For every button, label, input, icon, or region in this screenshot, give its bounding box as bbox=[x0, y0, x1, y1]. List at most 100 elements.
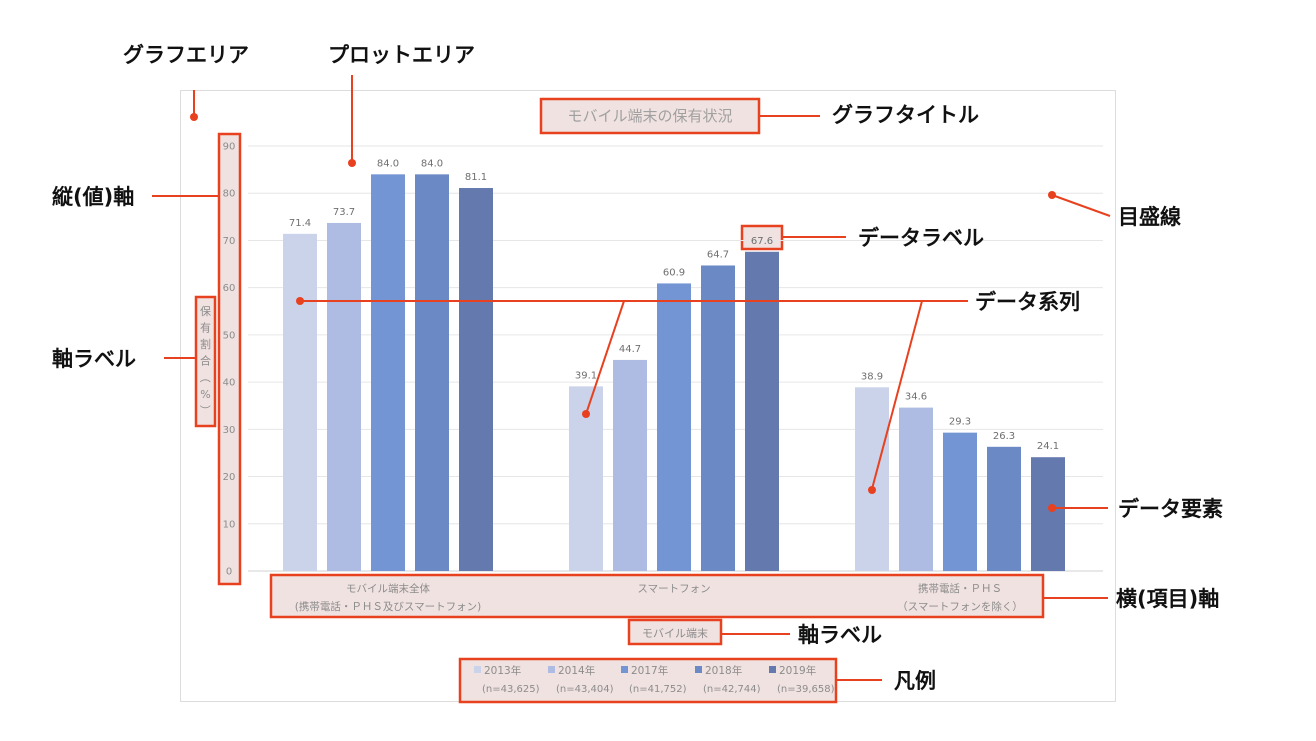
annotation-category-axis: 横(項目)軸 bbox=[1116, 587, 1219, 611]
annotation-legend: 凡例 bbox=[894, 669, 936, 693]
y-axis-label-highlight-box bbox=[194, 295, 217, 428]
value-axis-highlight-box bbox=[217, 132, 242, 586]
data-label: 64.7 bbox=[707, 249, 729, 260]
y-axis-label-char: 割 bbox=[200, 337, 211, 351]
legend-sample: (n=43,404) bbox=[556, 684, 614, 695]
x-axis-label-highlight-box bbox=[627, 618, 723, 646]
bar bbox=[899, 407, 933, 571]
y-axis-label-char: 有 bbox=[200, 321, 211, 335]
x-axis-label: モバイル端末 bbox=[642, 626, 708, 640]
annotation-y-axis-label: 軸ラベル bbox=[52, 347, 136, 371]
y-tick-label: 40 bbox=[223, 378, 236, 389]
category-label: （スマートフォンを除く） bbox=[897, 600, 1023, 613]
category-label: (携帯電話・ＰＨＳ及びスマートフォン) bbox=[295, 600, 481, 613]
gridlines-dot bbox=[1048, 191, 1056, 199]
category-axis-highlight-box bbox=[269, 573, 1045, 619]
annotation-x-axis-label: 軸ラベル bbox=[798, 623, 882, 647]
data-label: 60.9 bbox=[663, 267, 685, 278]
y-tick-label: 70 bbox=[223, 236, 236, 247]
data-label: 81.1 bbox=[465, 172, 487, 183]
annotation-chart-area: グラフエリア bbox=[123, 43, 249, 67]
data-label: 67.6 bbox=[751, 236, 773, 247]
data-series-callout-2 bbox=[585, 300, 625, 415]
y-tick-label: 90 bbox=[223, 142, 236, 153]
y-axis-label-char: （ bbox=[199, 372, 212, 383]
legend-label: 2017年 bbox=[631, 664, 668, 677]
plot-area-dot bbox=[348, 159, 356, 167]
category-label: スマートフォン bbox=[637, 583, 710, 595]
y-tick-label: 60 bbox=[223, 283, 236, 294]
bar bbox=[415, 174, 449, 572]
bar bbox=[613, 359, 647, 571]
legend: 2013年 (n=43,625) 2014年 (n=43,404) 2017年 (n=41… bbox=[474, 664, 835, 695]
category-axis: モバイル端末全体 (携帯電話・ＰＨＳ及びスマートフォン) スマートフォン 携帯電話・Ｐ… bbox=[295, 582, 1023, 613]
y-tick-label: 50 bbox=[223, 330, 236, 341]
data-series-dot-2 bbox=[582, 410, 590, 418]
plot-area: 71.4 39.1 38.9 73.7 44.7 34.6 84.0 60.9 29.3 84.0… bbox=[283, 158, 1065, 572]
y-axis-label-char: % bbox=[200, 388, 210, 401]
legend-sample: (n=41,752) bbox=[629, 684, 687, 695]
y-tick-label: 30 bbox=[223, 425, 236, 436]
title-highlight-box bbox=[539, 97, 761, 135]
y-tick-label: 20 bbox=[223, 472, 236, 483]
y-axis-label-char: 合 bbox=[200, 354, 211, 368]
legend-swatch bbox=[769, 666, 776, 673]
legend-swatch bbox=[548, 666, 555, 673]
legend-swatch bbox=[695, 666, 702, 673]
data-point-dot bbox=[1048, 504, 1056, 512]
data-label: 38.9 bbox=[861, 371, 883, 382]
bar bbox=[459, 188, 493, 571]
legend-label: 2018年 bbox=[705, 664, 742, 677]
data-label: 84.0 bbox=[421, 158, 443, 169]
data-label: 29.3 bbox=[949, 417, 971, 428]
legend-sample: (n=43,625) bbox=[482, 684, 540, 695]
annotation-data-label: データラベル bbox=[858, 226, 984, 250]
legend-swatch bbox=[621, 666, 628, 673]
legend-sample: (n=39,658) bbox=[777, 684, 835, 695]
category-label: モバイル端末全体 bbox=[346, 582, 430, 595]
bar bbox=[283, 233, 317, 572]
annotation-gridlines: 目盛線 bbox=[1118, 205, 1181, 229]
data-series-callout-3 bbox=[871, 300, 923, 490]
data-label: 73.7 bbox=[333, 207, 355, 218]
bar bbox=[701, 265, 735, 571]
data-series-dot bbox=[296, 297, 304, 305]
annotation-chart-title: グラフタイトル bbox=[832, 103, 979, 127]
data-label: 39.1 bbox=[575, 370, 597, 381]
bar bbox=[657, 283, 691, 571]
y-tick-label: 0 bbox=[226, 567, 232, 578]
bar bbox=[855, 387, 889, 571]
data-label: 71.4 bbox=[289, 218, 311, 229]
bar bbox=[1031, 457, 1065, 571]
chart-title: モバイル端末の保有状況 bbox=[567, 107, 732, 125]
annotation-data-series: データ系列 bbox=[975, 290, 1080, 314]
category-label: 携帯電話・ＰＨＳ bbox=[918, 582, 1002, 595]
value-axis-ticks: 0 10 20 30 40 50 60 70 80 90 bbox=[223, 142, 236, 578]
data-label: 26.3 bbox=[993, 431, 1015, 442]
annotation-plot-area: プロットエリア bbox=[328, 43, 475, 67]
callout-lines bbox=[152, 75, 1111, 681]
bar bbox=[371, 174, 405, 572]
y-tick-label: 80 bbox=[223, 189, 236, 200]
data-label: 24.1 bbox=[1037, 441, 1059, 452]
legend-label: 2013年 bbox=[484, 664, 521, 677]
bar bbox=[327, 222, 361, 571]
y-tick-label: 10 bbox=[223, 519, 236, 530]
data-label: 84.0 bbox=[377, 158, 399, 169]
data-label: 34.6 bbox=[905, 392, 927, 403]
y-axis-label-char: ） bbox=[199, 405, 212, 416]
legend-label: 2014年 bbox=[558, 664, 595, 677]
chart-area-dot bbox=[190, 113, 198, 121]
data-label: 44.7 bbox=[619, 344, 641, 355]
highlight-boxes bbox=[194, 97, 1045, 704]
gridlines-callout bbox=[1051, 194, 1111, 217]
y-axis-label-char: 保 bbox=[200, 304, 211, 318]
bar bbox=[987, 446, 1021, 571]
legend-label: 2019年 bbox=[779, 664, 816, 677]
annotation-value-axis: 縦(値)軸 bbox=[52, 185, 134, 209]
data-series-dot-3 bbox=[868, 486, 876, 494]
bar bbox=[745, 251, 779, 571]
